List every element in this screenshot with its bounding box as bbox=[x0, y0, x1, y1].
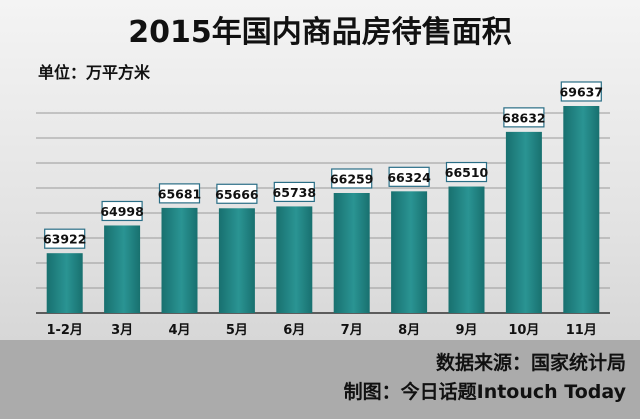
x-tick-label: 10月 bbox=[508, 323, 539, 338]
value-label-box bbox=[273, 181, 315, 203]
bar bbox=[505, 131, 542, 313]
value-label: 66510 bbox=[445, 165, 489, 180]
x-tick-label: 7月 bbox=[341, 323, 363, 338]
x-tick-label: 3月 bbox=[111, 323, 133, 338]
x-tick-label: 9月 bbox=[455, 323, 477, 338]
x-tick-label: 11月 bbox=[566, 323, 597, 338]
value-label-box bbox=[158, 183, 201, 204]
value-label: 65738 bbox=[273, 185, 317, 200]
value-label-box bbox=[331, 168, 373, 189]
x-tick-label: 5月 bbox=[226, 323, 248, 338]
value-label-box bbox=[388, 166, 430, 187]
value-label-box bbox=[216, 183, 258, 204]
x-tick-label: 8月 bbox=[398, 323, 420, 338]
bar bbox=[104, 225, 141, 313]
bar bbox=[276, 206, 313, 313]
value-label: 65681 bbox=[158, 186, 202, 201]
bar bbox=[218, 208, 255, 313]
x-tick-label: 4月 bbox=[168, 323, 190, 338]
value-label: 69637 bbox=[560, 84, 604, 99]
source-text: 数据来源：国家统计局 bbox=[435, 352, 626, 374]
chart-title: 2015年国内商品房待售面积 bbox=[128, 15, 512, 50]
credit-text: 制图：今日话题Intouch Today bbox=[343, 381, 626, 403]
value-label-box bbox=[445, 161, 488, 183]
bar bbox=[391, 191, 428, 313]
value-label-box bbox=[503, 107, 545, 128]
value-label-box bbox=[101, 200, 143, 222]
value-label-box bbox=[560, 81, 602, 102]
x-tick-label: 1-2月 bbox=[46, 323, 83, 338]
bar bbox=[563, 105, 600, 314]
bar bbox=[448, 186, 485, 313]
value-labels-group: 63922 64998 65681 65666 65738 66259 66324 66510… bbox=[43, 81, 604, 249]
bar bbox=[161, 207, 198, 313]
bar bbox=[333, 192, 370, 313]
value-label-box bbox=[44, 228, 86, 249]
unit-label: 单位：万平方米 bbox=[38, 63, 151, 82]
bar bbox=[46, 253, 83, 313]
footer-band bbox=[0, 340, 640, 419]
value-label: 63922 bbox=[43, 232, 87, 247]
bar-chart: 2015年国内商品房待售面积 单位：万平方米 63922 64998 65681 65… bbox=[36, 15, 610, 338]
x-tick-labels-group: 1-2月 3月 4月 5月 6月 7月 8月 9月 10月 11月 bbox=[46, 323, 596, 338]
bars-group bbox=[46, 105, 600, 314]
x-tick-label: 6月 bbox=[283, 323, 305, 338]
value-label: 66324 bbox=[387, 170, 431, 185]
value-label: 65666 bbox=[215, 187, 259, 202]
value-label: 66259 bbox=[330, 171, 374, 186]
value-label: 64998 bbox=[100, 204, 144, 219]
value-label: 68632 bbox=[502, 110, 546, 125]
